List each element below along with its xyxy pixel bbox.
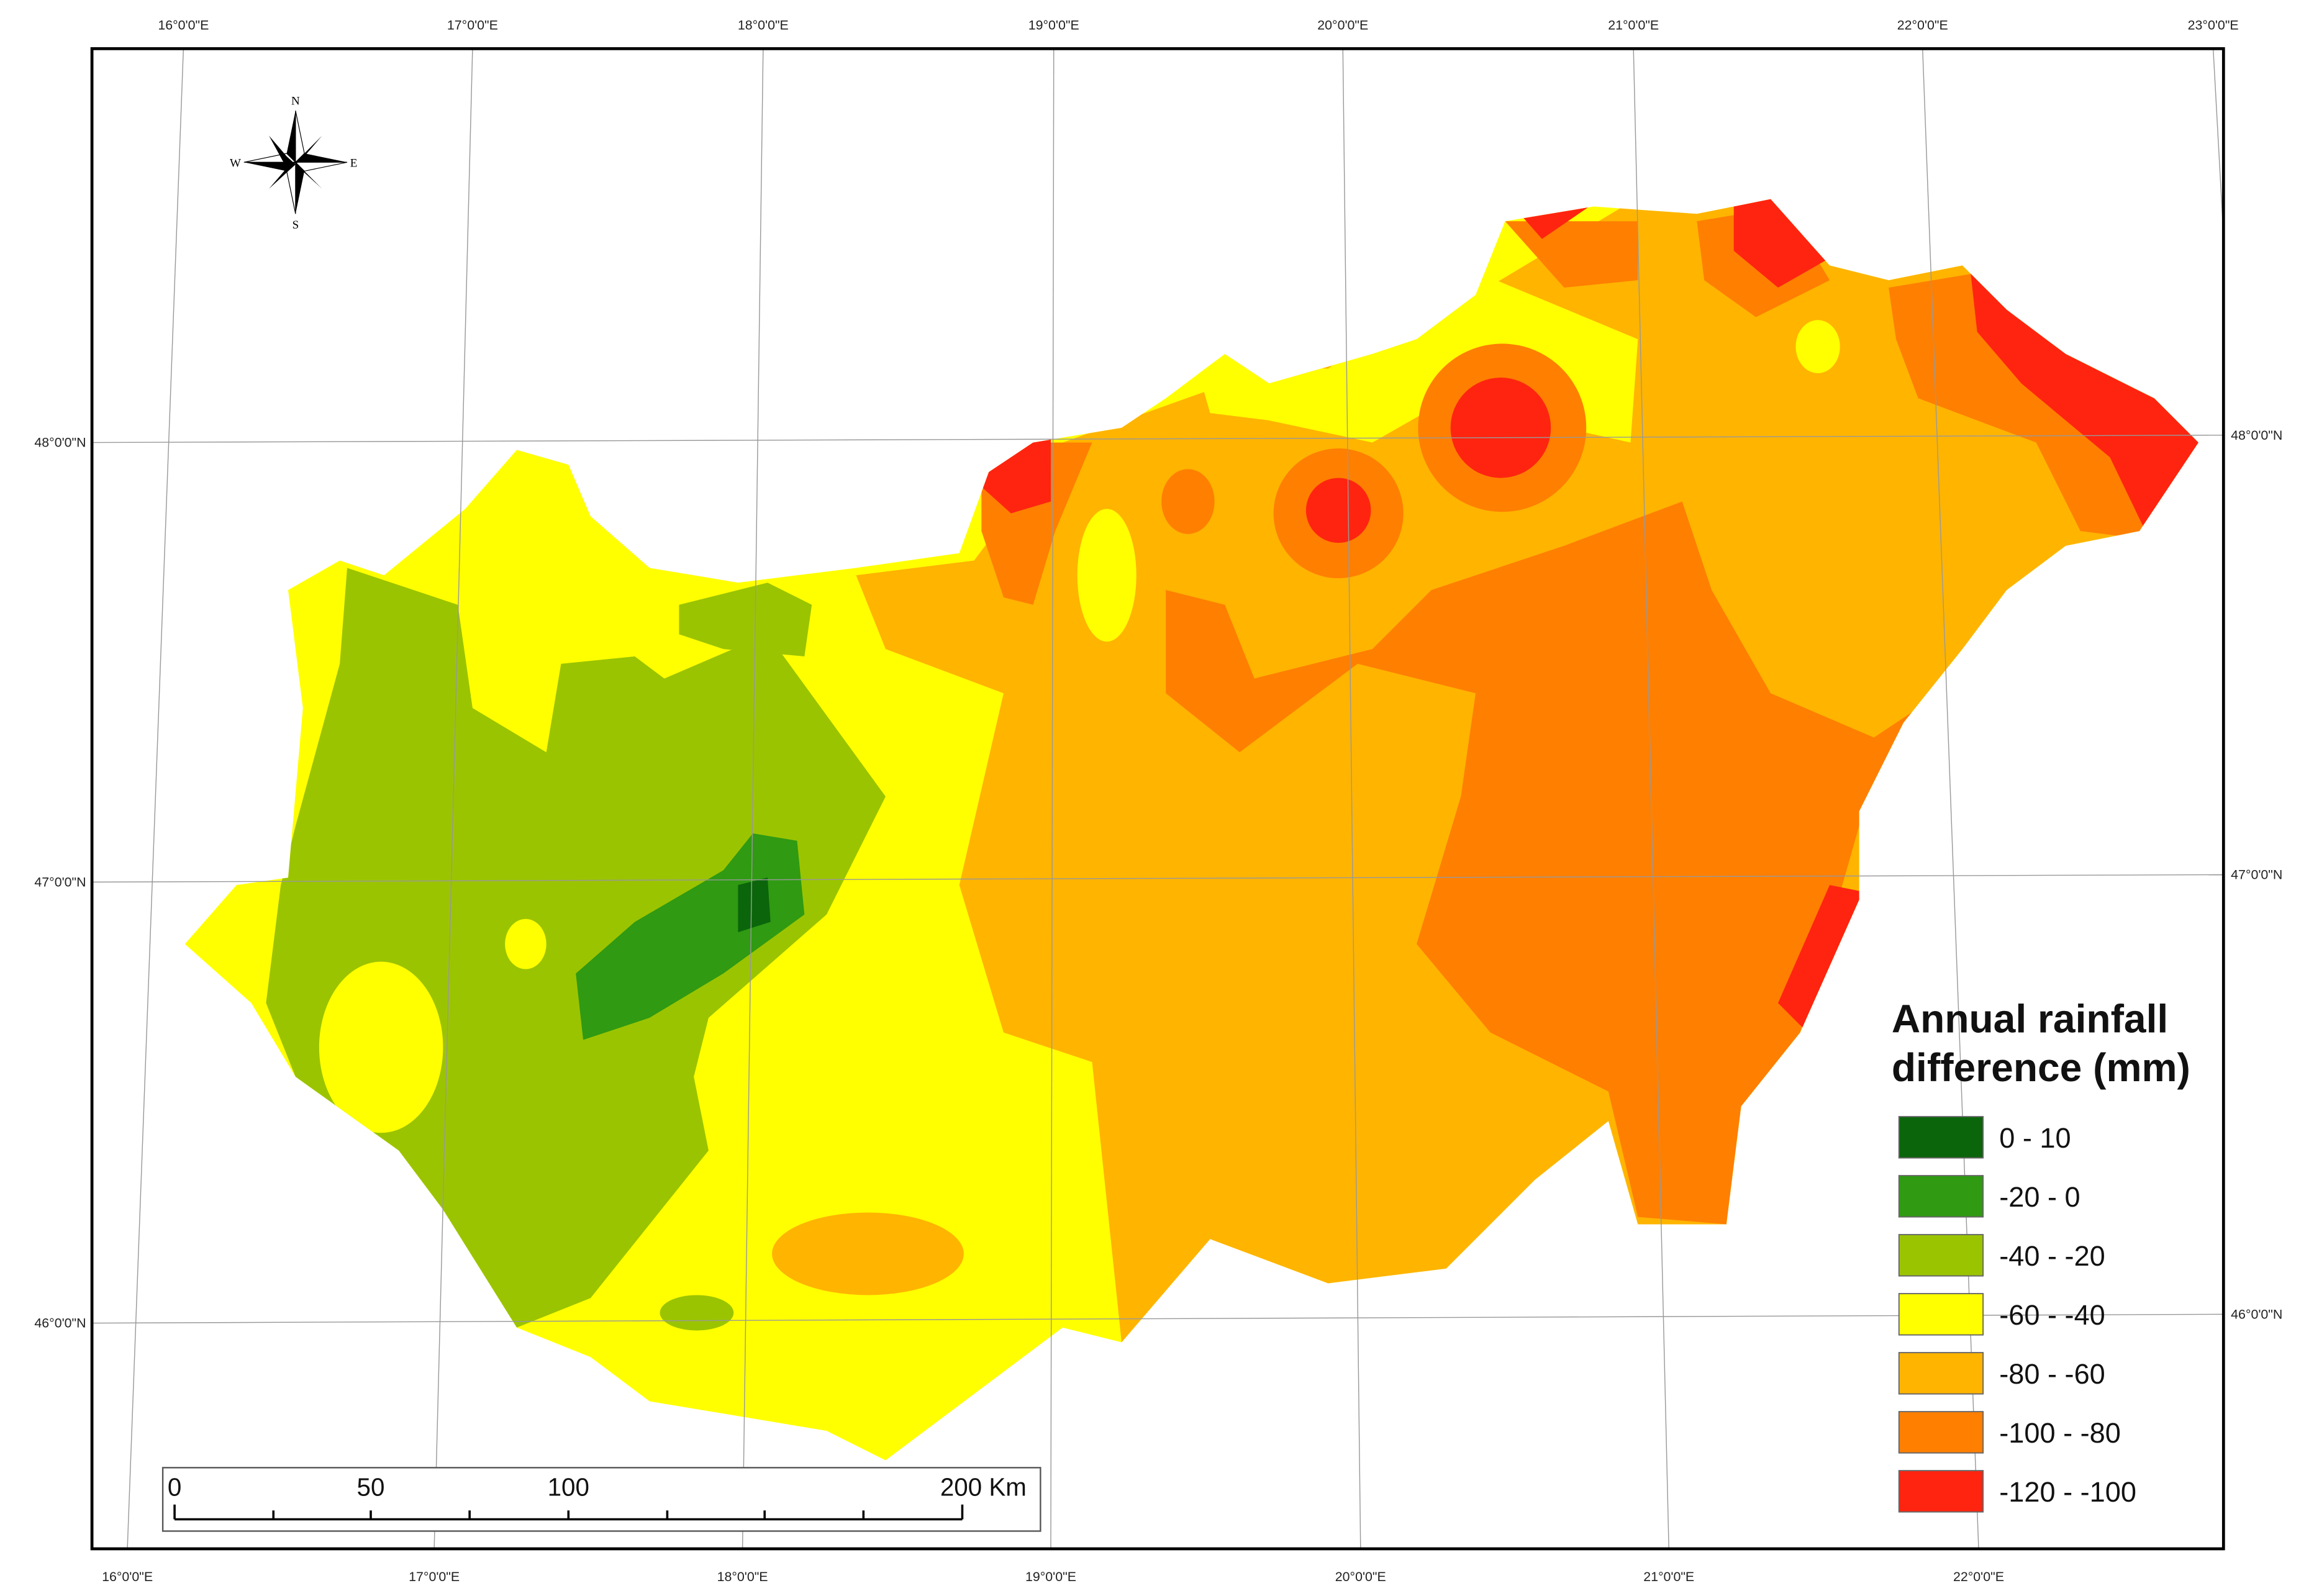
zone <box>1161 469 1215 534</box>
zone <box>1505 221 1638 288</box>
legend-label: -40 - -20 <box>1999 1240 2105 1272</box>
coord-label: 17°0'0"E <box>447 18 498 33</box>
zone <box>319 961 443 1133</box>
zone <box>772 1212 964 1295</box>
meridian <box>742 48 764 1549</box>
compass-letter: W <box>230 156 241 170</box>
coord-label: 18°0'0"E <box>717 1569 768 1584</box>
legend-label: -120 - -100 <box>1999 1476 2136 1508</box>
coord-label: 23°0'0"E <box>2188 18 2239 33</box>
zone <box>1969 265 2198 534</box>
coord-label: 18°0'0"E <box>738 18 789 33</box>
zone <box>505 918 547 969</box>
coord-label: 47°0'0"N <box>2231 868 2282 882</box>
zone <box>679 583 812 656</box>
compass-letter: E <box>350 156 358 170</box>
coord-label: 22°0'0"E <box>1953 1569 2004 1584</box>
zone <box>266 568 886 1328</box>
legend-label: -20 - 0 <box>1999 1181 2080 1213</box>
scale-label: 200 Km <box>940 1472 1027 1501</box>
scale-label: 50 <box>357 1472 385 1501</box>
scale-label: 100 <box>548 1472 589 1501</box>
meridian <box>433 48 473 1549</box>
compass-star <box>269 135 322 189</box>
zone <box>1166 501 1918 1225</box>
legend: Annual rainfall difference (mm) 0 - 10 -2… <box>1892 997 2190 1513</box>
map-frame <box>90 47 2225 1551</box>
scale-label: 0 <box>168 1472 181 1501</box>
coord-label: 46°0'0"N <box>34 1316 86 1331</box>
zone <box>738 877 771 933</box>
meridian <box>1342 48 1361 1549</box>
parallel <box>92 874 2224 883</box>
zone <box>1305 478 1371 543</box>
legend-title: difference (mm) <box>1892 1045 2190 1090</box>
legend-title: Annual rainfall <box>1892 997 2168 1041</box>
coord-label: 22°0'0"E <box>1897 18 1948 33</box>
legend-swatch <box>1898 1470 1984 1513</box>
graticule <box>92 48 2225 1549</box>
north-arrow: N E S W <box>230 95 357 232</box>
coord-label: 20°0'0"E <box>1335 1569 1386 1584</box>
coord-label: 17°0'0"E <box>409 1569 460 1584</box>
scale-ticks <box>173 1504 964 1521</box>
scale-bar: 0 50 100 200 Km <box>161 1467 1041 1532</box>
coord-label: 20°0'0"E <box>1317 18 1368 33</box>
legend-label: -80 - -60 <box>1999 1358 2105 1390</box>
meridian <box>127 48 184 1549</box>
coord-label: 48°0'0"N <box>34 435 86 450</box>
coord-label: 46°0'0"N <box>2231 1307 2282 1322</box>
meridian <box>1633 48 1669 1549</box>
zone <box>1777 885 1867 1033</box>
legend-swatch <box>1898 1116 1984 1159</box>
parallel <box>92 434 2224 443</box>
legend-swatch <box>1898 1352 1984 1395</box>
coord-label: 16°0'0"E <box>102 1569 153 1584</box>
legend-swatch <box>1898 1293 1984 1336</box>
coordinate-labels: 16°0'0"E 17°0'0"E 18°0'0"E 19°0'0"E 20°0… <box>34 18 2282 1585</box>
coord-label: 19°0'0"E <box>1028 18 1079 33</box>
legend-label: -100 - -80 <box>1999 1417 2121 1449</box>
legend-swatch <box>1898 1175 1984 1218</box>
scale-box <box>161 1467 1041 1532</box>
coord-label: 21°0'0"E <box>1608 18 1659 33</box>
zone <box>660 1295 734 1331</box>
legend-swatch <box>1898 1234 1984 1277</box>
coord-label: 16°0'0"E <box>158 18 209 33</box>
zone <box>1450 378 1551 478</box>
compass-letter: S <box>293 219 299 232</box>
zone <box>1733 199 1830 288</box>
legend-label: -60 - -40 <box>1999 1299 2105 1331</box>
zone <box>1889 273 2169 538</box>
compass-letter: N <box>291 95 300 108</box>
meridian <box>2212 48 2225 237</box>
coord-label: 21°0'0"E <box>1643 1569 1694 1584</box>
meridian <box>1050 48 1055 1549</box>
coord-label: 19°0'0"E <box>1025 1569 1076 1584</box>
legend-swatch <box>1898 1411 1984 1454</box>
legend-label: 0 - 10 <box>1999 1122 2071 1154</box>
zone <box>1795 320 1840 373</box>
parallel <box>92 1313 2224 1324</box>
zone <box>1077 509 1137 642</box>
coord-label: 48°0'0"N <box>2231 428 2282 443</box>
coord-label: 47°0'0"N <box>34 875 86 890</box>
